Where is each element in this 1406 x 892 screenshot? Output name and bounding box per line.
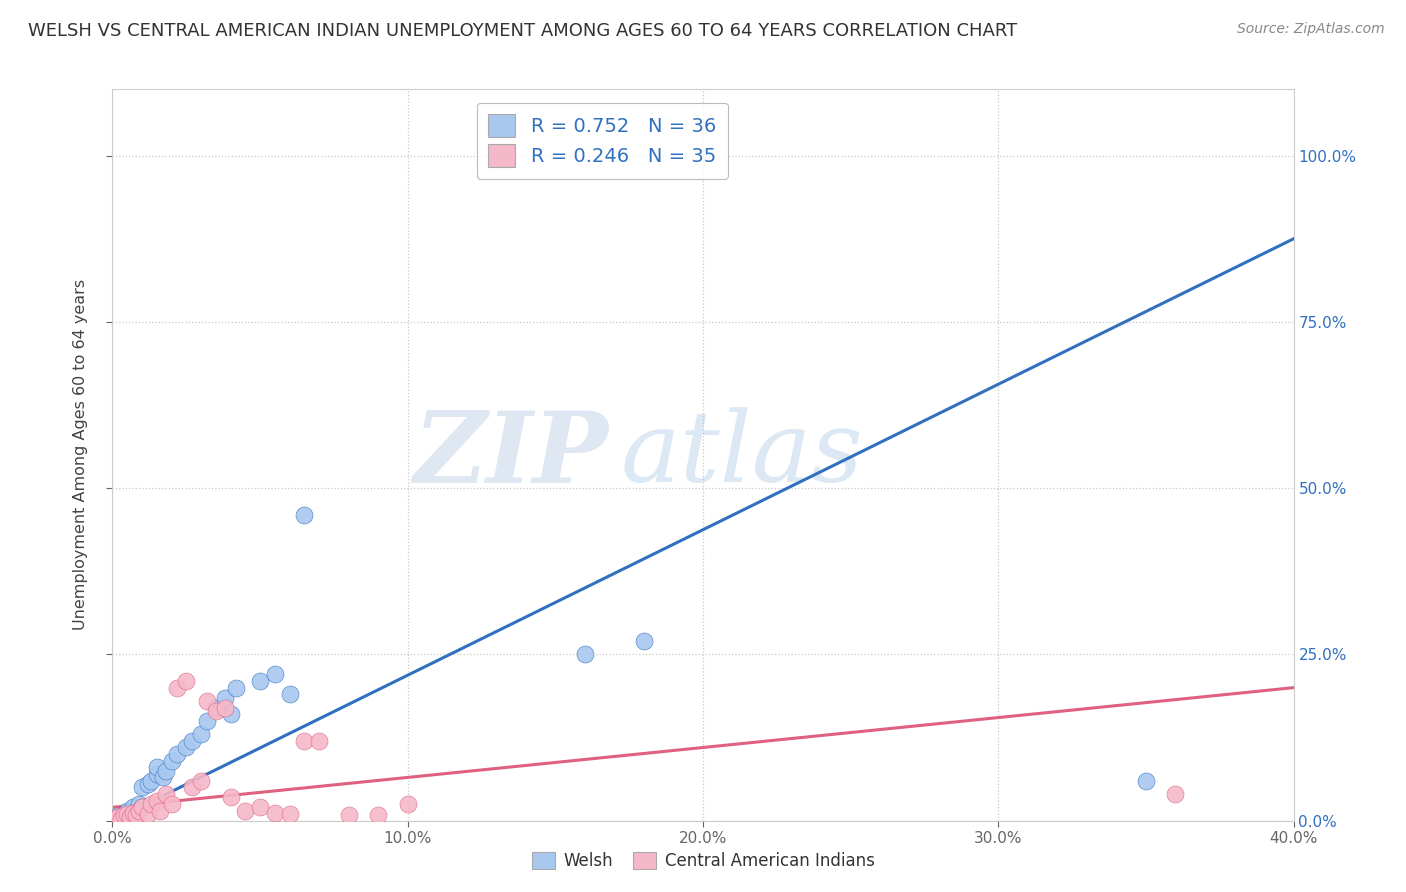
Text: WELSH VS CENTRAL AMERICAN INDIAN UNEMPLOYMENT AMONG AGES 60 TO 64 YEARS CORRELAT: WELSH VS CENTRAL AMERICAN INDIAN UNEMPLO… bbox=[28, 22, 1018, 40]
Point bbox=[117, 810, 138, 824]
Point bbox=[219, 707, 242, 722]
Point bbox=[107, 814, 129, 828]
Point bbox=[122, 800, 145, 814]
Point bbox=[146, 760, 169, 774]
Point bbox=[120, 807, 142, 822]
Text: atlas: atlas bbox=[620, 408, 863, 502]
Point bbox=[166, 681, 188, 695]
Point bbox=[249, 673, 271, 688]
Point bbox=[110, 812, 132, 826]
Point bbox=[195, 694, 218, 708]
Point bbox=[264, 805, 287, 820]
Point bbox=[174, 673, 197, 688]
Point bbox=[205, 700, 228, 714]
Point bbox=[160, 797, 183, 811]
Point bbox=[308, 734, 330, 748]
Point bbox=[633, 634, 655, 648]
Point bbox=[152, 771, 174, 785]
Text: ZIP: ZIP bbox=[413, 407, 609, 503]
Point bbox=[249, 800, 271, 814]
Point bbox=[166, 747, 188, 761]
Point bbox=[136, 777, 159, 791]
Point bbox=[1164, 787, 1187, 801]
Point bbox=[104, 810, 127, 824]
Point bbox=[574, 648, 596, 662]
Point bbox=[112, 808, 135, 822]
Point bbox=[337, 808, 360, 822]
Point bbox=[131, 800, 153, 814]
Point bbox=[292, 734, 315, 748]
Point bbox=[125, 808, 148, 822]
Point bbox=[125, 804, 148, 818]
Point bbox=[225, 681, 247, 695]
Point bbox=[139, 797, 162, 811]
Point bbox=[214, 700, 236, 714]
Point bbox=[128, 797, 150, 811]
Point bbox=[292, 508, 315, 522]
Point bbox=[264, 667, 287, 681]
Point bbox=[131, 780, 153, 795]
Point bbox=[149, 804, 172, 818]
Point bbox=[117, 804, 138, 818]
Point bbox=[136, 807, 159, 822]
Point bbox=[174, 740, 197, 755]
Point bbox=[155, 764, 177, 778]
Point bbox=[131, 800, 153, 814]
Point bbox=[278, 807, 301, 822]
Point bbox=[181, 780, 204, 795]
Point bbox=[112, 807, 135, 822]
Point bbox=[181, 734, 204, 748]
Point bbox=[117, 807, 138, 822]
Point bbox=[233, 804, 256, 818]
Text: Source: ZipAtlas.com: Source: ZipAtlas.com bbox=[1237, 22, 1385, 37]
Point bbox=[396, 797, 419, 811]
Point bbox=[122, 805, 145, 820]
Point bbox=[1135, 773, 1157, 788]
Point bbox=[205, 704, 228, 718]
Point bbox=[128, 804, 150, 818]
Point bbox=[367, 808, 389, 822]
Point bbox=[146, 767, 169, 781]
Point bbox=[120, 810, 142, 824]
Point bbox=[110, 810, 132, 824]
Point bbox=[190, 773, 212, 788]
Point bbox=[219, 790, 242, 805]
Legend: Welsh, Central American Indians: Welsh, Central American Indians bbox=[523, 843, 883, 878]
Point bbox=[155, 787, 177, 801]
Point bbox=[139, 773, 162, 788]
Y-axis label: Unemployment Among Ages 60 to 64 years: Unemployment Among Ages 60 to 64 years bbox=[73, 279, 89, 631]
Point bbox=[104, 813, 127, 827]
Point bbox=[190, 727, 212, 741]
Point bbox=[195, 714, 218, 728]
Point bbox=[107, 810, 129, 824]
Point bbox=[278, 687, 301, 701]
Point bbox=[214, 690, 236, 705]
Point bbox=[146, 794, 169, 808]
Point bbox=[101, 814, 124, 828]
Point bbox=[160, 754, 183, 768]
Point bbox=[101, 814, 124, 828]
